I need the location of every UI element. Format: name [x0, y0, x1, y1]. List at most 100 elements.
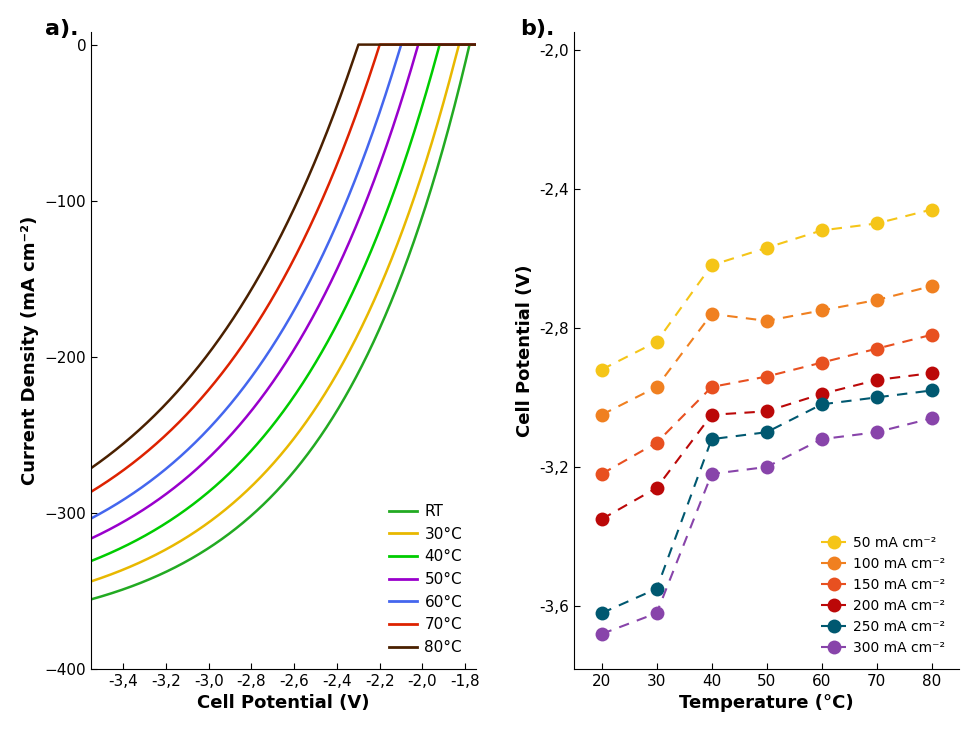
Legend: RT, 30°C, 40°C, 50°C, 60°C, 70°C, 80°C: RT, 30°C, 40°C, 50°C, 60°C, 70°C, 80°C [383, 498, 468, 661]
300 mA cm⁻² [596, 630, 608, 638]
70°C [393, 40, 405, 49]
Line: 50°C: 50°C [91, 45, 476, 539]
Line: 250 mA cm⁻²: 250 mA cm⁻² [595, 383, 939, 620]
150 mA cm⁻² [815, 358, 827, 367]
100 mA cm⁻² [815, 306, 827, 315]
250 mA cm⁻² [651, 584, 662, 593]
50°C [241, 412, 253, 421]
70°C [470, 40, 482, 49]
X-axis label: Temperature (°C): Temperature (°C) [679, 694, 854, 712]
80°C [386, 40, 398, 49]
70°C [350, 112, 362, 121]
40°C [434, 40, 446, 49]
200 mA cm⁻² [706, 410, 717, 419]
250 mA cm⁻² [815, 400, 827, 409]
70°C [255, 314, 267, 323]
50 mA cm⁻² [706, 261, 717, 270]
40°C [85, 556, 97, 565]
40°C [350, 282, 362, 291]
60°C [395, 40, 407, 49]
50 mA cm⁻² [926, 205, 938, 214]
150 mA cm⁻² [926, 331, 938, 339]
70°C [241, 335, 253, 344]
RT [385, 297, 397, 306]
250 mA cm⁻² [926, 386, 938, 395]
Line: RT: RT [91, 45, 476, 600]
Line: 40°C: 40°C [91, 45, 476, 561]
250 mA cm⁻² [706, 435, 717, 443]
40°C [385, 195, 397, 204]
Line: 150 mA cm⁻²: 150 mA cm⁻² [595, 328, 939, 481]
30°C [392, 237, 404, 246]
50 mA cm⁻² [651, 337, 662, 346]
150 mA cm⁻² [760, 372, 772, 381]
100 mA cm⁻² [871, 295, 883, 304]
100 mA cm⁻² [760, 317, 772, 325]
30°C [85, 577, 97, 586]
70°C [374, 40, 386, 49]
Line: 70°C: 70°C [91, 45, 476, 492]
60°C [470, 40, 482, 49]
RT [241, 515, 253, 524]
200 mA cm⁻² [651, 484, 662, 493]
50°C [385, 128, 397, 136]
40°C [241, 452, 253, 460]
50°C [85, 534, 97, 543]
70°C [386, 40, 398, 49]
40°C [124, 539, 136, 548]
300 mA cm⁻² [815, 435, 827, 443]
50°C [350, 224, 362, 232]
200 mA cm⁻² [815, 389, 827, 398]
30°C [385, 256, 397, 265]
250 mA cm⁻² [760, 428, 772, 437]
RT [255, 503, 267, 512]
60°C [85, 514, 97, 523]
300 mA cm⁻² [926, 414, 938, 423]
60°C [392, 50, 404, 59]
70°C [124, 460, 136, 469]
60°C [385, 73, 397, 81]
40°C [392, 176, 404, 185]
Y-axis label: Cell Potential (V): Cell Potential (V) [515, 264, 534, 437]
Line: 100 mA cm⁻²: 100 mA cm⁻² [595, 279, 939, 421]
Line: 80°C: 80°C [91, 45, 476, 468]
30°C [241, 487, 253, 496]
80°C [255, 269, 267, 278]
200 mA cm⁻² [596, 515, 608, 523]
50 mA cm⁻² [596, 365, 608, 374]
150 mA cm⁻² [871, 345, 883, 353]
100 mA cm⁻² [706, 309, 717, 318]
Text: b).: b). [520, 19, 555, 40]
80°C [393, 40, 405, 49]
250 mA cm⁻² [596, 608, 608, 617]
80°C [85, 464, 97, 473]
30°C [124, 562, 136, 571]
80°C [124, 433, 136, 442]
100 mA cm⁻² [651, 383, 662, 391]
60°C [255, 360, 267, 369]
80°C [350, 49, 362, 58]
RT [470, 40, 482, 49]
50 mA cm⁻² [760, 243, 772, 252]
300 mA cm⁻² [706, 470, 717, 479]
150 mA cm⁻² [706, 383, 717, 391]
50 mA cm⁻² [871, 219, 883, 228]
100 mA cm⁻² [926, 281, 938, 290]
60°C [350, 174, 362, 183]
RT [124, 583, 136, 592]
Line: 200 mA cm⁻²: 200 mA cm⁻² [595, 366, 939, 526]
RT [464, 40, 475, 49]
Legend: 50 mA cm⁻², 100 mA cm⁻², 150 mA cm⁻², 200 mA cm⁻², 250 mA cm⁻², 300 mA cm⁻²: 50 mA cm⁻², 100 mA cm⁻², 150 mA cm⁻², 20… [814, 529, 953, 662]
30°C [255, 473, 267, 482]
80°C [470, 40, 482, 49]
Text: a).: a). [45, 19, 78, 40]
Line: 30°C: 30°C [91, 45, 476, 581]
30°C [453, 40, 465, 49]
200 mA cm⁻² [926, 369, 938, 377]
Line: 60°C: 60°C [91, 45, 476, 518]
50°C [255, 394, 267, 403]
150 mA cm⁻² [596, 470, 608, 479]
Line: 300 mA cm⁻²: 300 mA cm⁻² [595, 411, 939, 641]
300 mA cm⁻² [760, 463, 772, 471]
RT [350, 374, 362, 383]
